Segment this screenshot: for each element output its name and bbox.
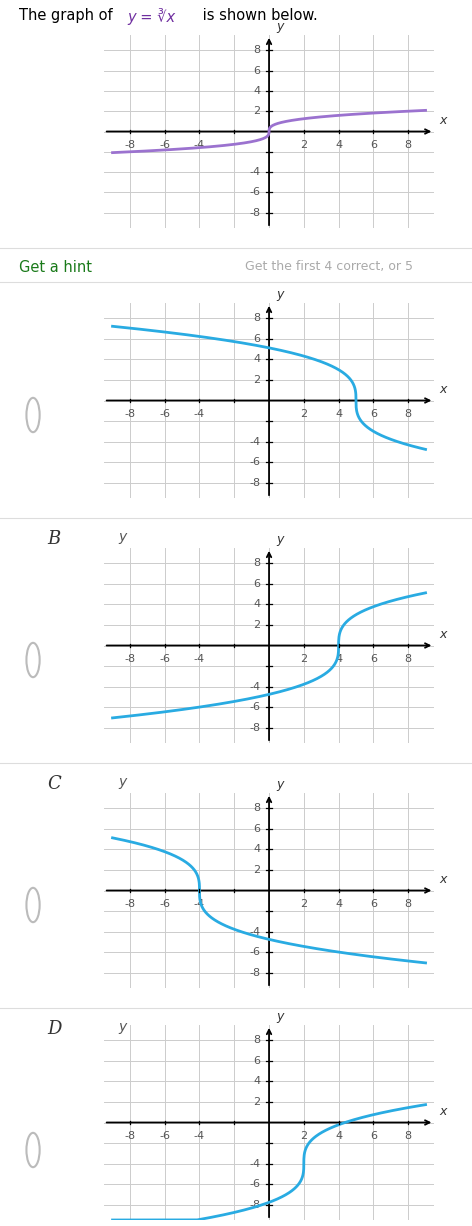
Text: 8: 8 bbox=[405, 899, 412, 908]
Text: 4: 4 bbox=[335, 140, 342, 150]
Text: y: y bbox=[276, 533, 283, 546]
Text: x: x bbox=[439, 629, 447, 641]
Text: -4: -4 bbox=[249, 167, 261, 177]
Text: 4: 4 bbox=[335, 899, 342, 908]
Text: -6: -6 bbox=[159, 140, 170, 150]
Text: -4: -4 bbox=[249, 682, 261, 691]
Text: -8: -8 bbox=[124, 1130, 135, 1140]
Text: -4: -4 bbox=[249, 436, 261, 446]
Text: 6: 6 bbox=[253, 1056, 261, 1065]
Text: -4: -4 bbox=[194, 899, 205, 908]
Text: Get a hint: Get a hint bbox=[19, 260, 92, 275]
Text: -6: -6 bbox=[159, 1130, 170, 1140]
Text: -8: -8 bbox=[124, 408, 135, 419]
Text: x: x bbox=[439, 384, 447, 396]
Text: 4: 4 bbox=[253, 86, 261, 96]
Text: y: y bbox=[276, 20, 283, 33]
Text: -6: -6 bbox=[249, 1179, 261, 1189]
Text: 2: 2 bbox=[253, 866, 261, 875]
Text: 2: 2 bbox=[253, 375, 261, 385]
Text: 4: 4 bbox=[335, 1130, 342, 1140]
Text: x: x bbox=[439, 873, 447, 886]
Text: x: x bbox=[439, 1106, 447, 1118]
Text: 4: 4 bbox=[253, 600, 261, 609]
Text: -4: -4 bbox=[249, 927, 261, 937]
Text: -4: -4 bbox=[194, 408, 205, 419]
Text: 8: 8 bbox=[253, 314, 261, 324]
Text: -6: -6 bbox=[159, 899, 170, 908]
Text: 2: 2 bbox=[300, 1130, 307, 1140]
Text: -6: -6 bbox=[249, 946, 261, 958]
Text: 2: 2 bbox=[253, 620, 261, 630]
Text: 8: 8 bbox=[405, 1130, 412, 1140]
Text: -8: -8 bbox=[249, 207, 261, 218]
Text: -4: -4 bbox=[249, 1159, 261, 1168]
Text: 4: 4 bbox=[253, 1076, 261, 1086]
Text: -6: -6 bbox=[249, 457, 261, 467]
Text: y: y bbox=[118, 1020, 126, 1034]
Text: 2: 2 bbox=[300, 899, 307, 908]
Text: 8: 8 bbox=[405, 140, 412, 150]
Text: 8: 8 bbox=[405, 653, 412, 663]
Text: 4: 4 bbox=[253, 354, 261, 364]
Text: -8: -8 bbox=[124, 653, 135, 663]
Text: The graph of: The graph of bbox=[19, 9, 117, 23]
Text: 6: 6 bbox=[370, 899, 377, 908]
Text: -4: -4 bbox=[194, 140, 205, 150]
Text: -4: -4 bbox=[194, 653, 205, 663]
Text: 6: 6 bbox=[253, 579, 261, 588]
Text: 6: 6 bbox=[370, 140, 377, 150]
Text: y: y bbox=[276, 288, 283, 300]
Text: y: y bbox=[118, 775, 126, 790]
Text: 4: 4 bbox=[335, 408, 342, 419]
Text: y: y bbox=[276, 779, 283, 791]
Text: 6: 6 bbox=[253, 824, 261, 834]
Text: -8: -8 bbox=[249, 1199, 261, 1210]
Text: -8: -8 bbox=[124, 899, 135, 908]
Text: y: y bbox=[276, 1010, 283, 1022]
Text: -8: -8 bbox=[249, 478, 261, 488]
Text: 6: 6 bbox=[370, 653, 377, 663]
Text: D: D bbox=[47, 1020, 61, 1038]
Text: 2: 2 bbox=[300, 140, 307, 150]
Text: 2: 2 bbox=[300, 408, 307, 419]
Text: B: B bbox=[47, 530, 60, 548]
Text: 2: 2 bbox=[253, 107, 261, 116]
Text: -6: -6 bbox=[249, 188, 261, 197]
Text: y = ∛x: y = ∛x bbox=[127, 9, 176, 25]
Text: 4: 4 bbox=[335, 653, 342, 663]
Text: 6: 6 bbox=[253, 65, 261, 76]
Text: -8: -8 bbox=[249, 967, 261, 977]
Text: 6: 6 bbox=[253, 333, 261, 345]
Text: Get the first 4 correct, or 5: Get the first 4 correct, or 5 bbox=[245, 260, 413, 273]
Text: 8: 8 bbox=[405, 408, 412, 419]
Text: 4: 4 bbox=[253, 845, 261, 855]
Text: -4: -4 bbox=[194, 1130, 205, 1140]
Text: 8: 8 bbox=[253, 558, 261, 569]
Text: 6: 6 bbox=[370, 408, 377, 419]
Text: 2: 2 bbox=[253, 1097, 261, 1107]
Text: -8: -8 bbox=[124, 140, 135, 150]
Text: y: y bbox=[118, 530, 126, 544]
Text: 6: 6 bbox=[370, 1130, 377, 1140]
Text: 8: 8 bbox=[253, 45, 261, 55]
Text: -8: -8 bbox=[249, 722, 261, 733]
Text: -6: -6 bbox=[159, 653, 170, 663]
Text: x: x bbox=[439, 114, 447, 128]
Text: 2: 2 bbox=[300, 653, 307, 663]
Text: -6: -6 bbox=[159, 408, 170, 419]
Text: is shown below.: is shown below. bbox=[198, 9, 318, 23]
Text: 8: 8 bbox=[253, 803, 261, 813]
Text: C: C bbox=[47, 775, 61, 793]
Text: 8: 8 bbox=[253, 1036, 261, 1046]
Text: -6: -6 bbox=[249, 702, 261, 712]
